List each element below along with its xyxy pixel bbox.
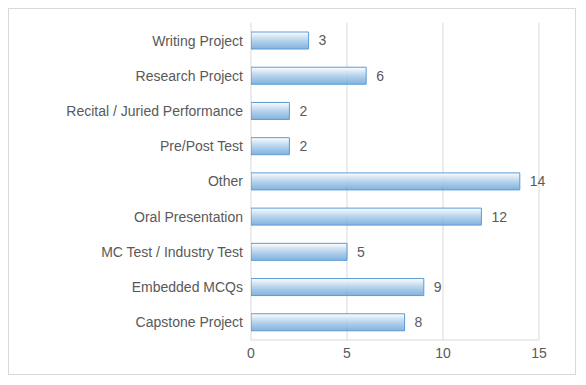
svg-text:Writing Project: Writing Project xyxy=(152,33,243,49)
svg-text:Recital / Juried Performance: Recital / Juried Performance xyxy=(66,103,243,119)
svg-text:6: 6 xyxy=(376,68,384,84)
svg-text:MC Test / Industry Test: MC Test / Industry Test xyxy=(101,244,243,260)
svg-text:Pre/Post Test: Pre/Post Test xyxy=(160,138,243,154)
svg-text:14: 14 xyxy=(530,173,546,189)
svg-text:10: 10 xyxy=(435,345,451,361)
svg-text:3: 3 xyxy=(319,32,327,48)
svg-text:2: 2 xyxy=(299,138,307,154)
svg-text:8: 8 xyxy=(415,314,423,330)
svg-text:9: 9 xyxy=(434,279,442,295)
svg-text:Capstone Project: Capstone Project xyxy=(136,314,244,330)
svg-text:5: 5 xyxy=(357,244,365,260)
svg-text:15: 15 xyxy=(531,345,547,361)
svg-text:12: 12 xyxy=(491,209,507,225)
svg-text:2: 2 xyxy=(299,103,307,119)
svg-text:Research Project: Research Project xyxy=(136,68,243,84)
svg-text:5: 5 xyxy=(343,345,351,361)
svg-text:0: 0 xyxy=(247,345,255,361)
svg-text:Embedded MCQs: Embedded MCQs xyxy=(132,279,243,295)
svg-text:Other: Other xyxy=(208,173,243,189)
svg-text:Oral Presentation: Oral Presentation xyxy=(134,209,243,225)
